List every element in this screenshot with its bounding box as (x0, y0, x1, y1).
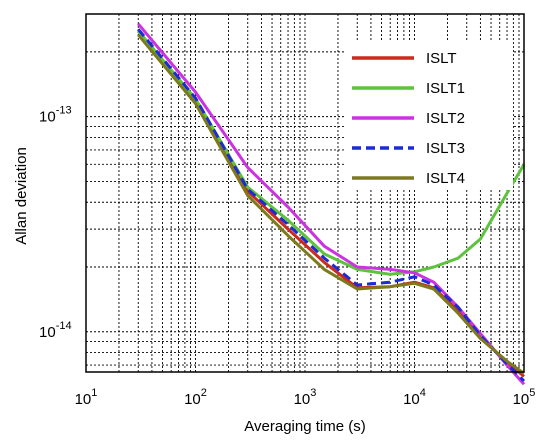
x-tick-label: 103 (294, 387, 317, 408)
legend-label: ISLT (426, 50, 457, 67)
y-axis-title: Allan deviation (13, 147, 30, 245)
legend-label: ISLT4 (426, 170, 465, 187)
y-tick-labels: 10-14 10-13 (39, 105, 72, 341)
legend-label: ISLT1 (426, 80, 465, 97)
legend-label: ISLT3 (426, 140, 465, 157)
series-lines (137, 22, 526, 386)
x-tick-label: 101 (75, 387, 98, 408)
x-tick-label: 102 (184, 387, 207, 408)
series-line (137, 33, 525, 375)
legend-label: ISLT2 (426, 110, 465, 127)
legend-box (345, 40, 513, 190)
x-tick-label: 104 (403, 387, 426, 408)
plot-frame (85, 13, 525, 373)
x-axis-title: Averaging time (s) (244, 418, 365, 435)
y-tick-label: 10-13 (39, 105, 72, 126)
series-line (137, 22, 526, 386)
legend: ISLT ISLT1 ISLT2 ISLT3 ISLT4 (345, 40, 513, 190)
y-tick-label: 10-14 (39, 320, 72, 341)
x-tick-label: 105 (513, 387, 536, 408)
x-tick-labels: 101 102 103 104 105 (75, 387, 536, 408)
series-line (137, 30, 526, 276)
